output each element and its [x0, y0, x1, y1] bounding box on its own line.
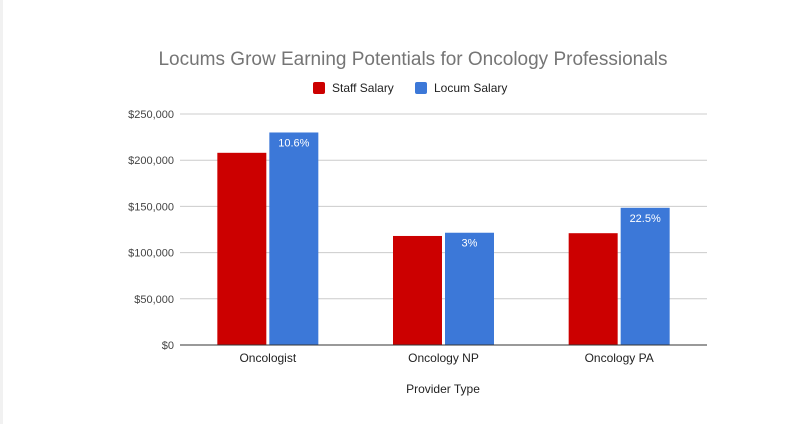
data-label: 22.5%: [630, 213, 661, 225]
left-border: [0, 0, 3, 424]
y-tick-label: $150,000: [128, 201, 174, 213]
y-axis-ticks: $0 $50,000 $100,000 $150,000 $200,000 $250,00…: [128, 109, 174, 352]
legend: Staff Salary Locum Salary: [313, 81, 507, 95]
y-tick-label: $250,000: [128, 109, 174, 121]
bars: 10.6% 3% 22.5%: [217, 132, 670, 345]
x-axis-ticks: Oncologist Oncology NP Oncology PA: [239, 351, 653, 365]
chart-title: Locums Grow Earning Potentials for Oncol…: [158, 49, 667, 70]
y-tick-label: $0: [162, 340, 174, 352]
bar-staff-salary: [568, 233, 618, 345]
data-label: 10.6%: [278, 137, 309, 149]
y-tick-label: $200,000: [128, 155, 174, 167]
y-tick-label: $100,000: [128, 248, 174, 260]
legend-swatch: [415, 82, 427, 94]
gridlines: [180, 113, 707, 300]
bar-locum-salary: [620, 207, 670, 345]
bar-locum-salary: [269, 132, 319, 345]
x-axis-label: Provider Type: [406, 382, 480, 396]
legend-label: Locum Salary: [434, 81, 507, 95]
data-label: 3%: [462, 238, 478, 250]
bar-locum-salary: [445, 232, 494, 345]
y-tick-label: $50,000: [134, 294, 174, 306]
bar-staff-salary: [217, 152, 267, 345]
x-tick-label: Oncology PA: [585, 351, 654, 365]
bar-staff-salary: [393, 235, 442, 345]
legend-label: Staff Salary: [332, 81, 394, 95]
legend-swatch: [313, 82, 325, 94]
x-tick-label: Oncologist: [239, 351, 296, 365]
x-tick-label: Oncology NP: [408, 351, 479, 365]
